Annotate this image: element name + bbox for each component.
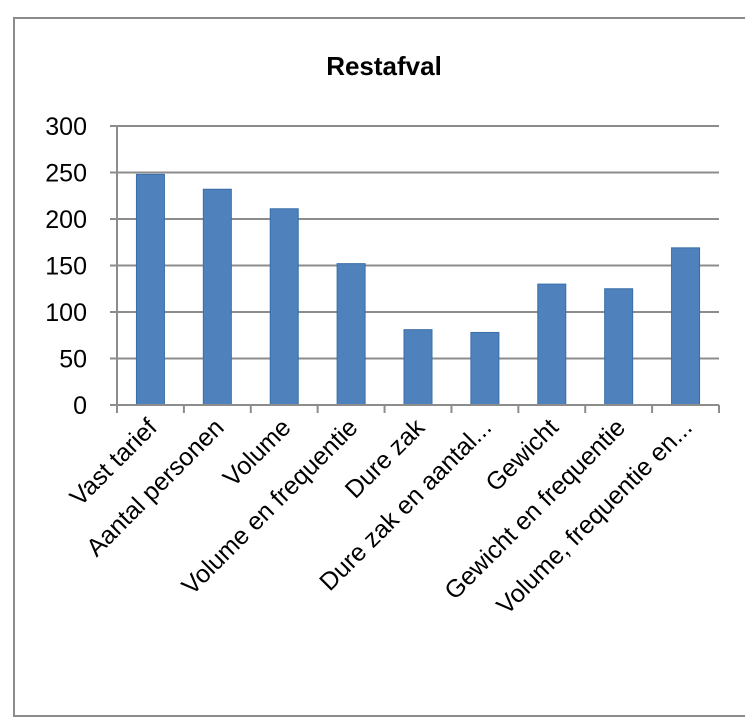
bar <box>537 283 567 406</box>
y-tick-labels: 0 50 100 150 200 250 300 <box>45 113 117 420</box>
bar <box>470 331 500 406</box>
bar <box>135 173 165 406</box>
bar <box>202 188 232 406</box>
bar <box>403 329 433 406</box>
axes <box>116 126 720 413</box>
chart-title: Restafval <box>326 51 442 81</box>
bar <box>336 263 366 406</box>
y-tick-label: 150 <box>45 253 87 281</box>
bar-chart: Restafval 0 50 100 150 200 250 300 Vast tarief… <box>45 51 720 620</box>
bar <box>671 247 701 406</box>
y-tick-label: 100 <box>45 299 87 327</box>
y-tick-label: 250 <box>45 160 87 188</box>
y-tick-label: 200 <box>45 206 87 234</box>
bar <box>269 208 299 406</box>
bars <box>135 173 701 406</box>
bar <box>604 288 634 406</box>
y-tick-label: 0 <box>73 392 87 420</box>
y-tick-label: 300 <box>45 113 87 141</box>
y-tick-label: 50 <box>59 346 87 374</box>
